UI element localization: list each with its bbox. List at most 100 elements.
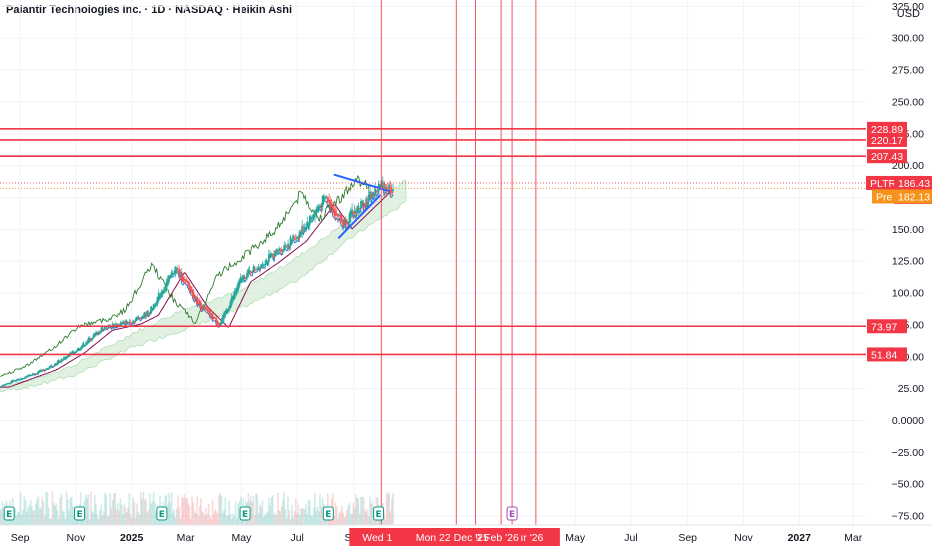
candle: [119, 322, 122, 325]
candle: [197, 300, 200, 302]
date-badge-label: Mon 22 Dec '25: [416, 532, 489, 544]
volume-bar: [282, 499, 284, 525]
candle: [183, 279, 186, 281]
volume-bar: [324, 516, 326, 525]
level-price-badge: [867, 149, 907, 164]
volume-bar: [169, 502, 172, 525]
volume-bar: [220, 495, 223, 525]
volume-bar: [287, 496, 289, 525]
volume-bar: [178, 507, 181, 525]
candle: [179, 272, 182, 273]
volume-bar: [298, 515, 301, 525]
candle: [202, 306, 205, 308]
volume-bar: [52, 503, 55, 525]
date-badge-label: 9 Feb '26: [475, 532, 519, 544]
candle: [211, 313, 214, 320]
candle: [270, 253, 273, 256]
volume-bar: [124, 507, 127, 525]
candle: [175, 268, 178, 270]
candle: [114, 324, 117, 327]
candle: [256, 268, 259, 270]
volume-bar: [253, 515, 256, 525]
volume-bar: [207, 503, 210, 525]
volume-bar: [279, 510, 282, 525]
volume-bar: [277, 492, 279, 525]
volume-bar: [306, 514, 309, 525]
candle: [78, 348, 81, 350]
candle: [329, 200, 332, 209]
candle: [324, 196, 327, 199]
candle: [77, 347, 79, 352]
candle: [146, 310, 149, 316]
candle: [97, 332, 100, 334]
candle: [19, 378, 22, 380]
candle: [11, 380, 14, 382]
price-tick-label: 100.00: [892, 288, 924, 300]
volume-bar: [373, 516, 375, 525]
volume-bar: [32, 511, 35, 525]
volume-bar: [309, 500, 311, 525]
volume-bar: [14, 508, 17, 525]
level-price-label: 220.17: [871, 135, 903, 147]
candle: [326, 197, 329, 203]
volume-bar: [46, 492, 49, 525]
volume-bar: [22, 509, 24, 525]
ichimoku-cloud: [0, 179, 407, 393]
volume-bar: [109, 493, 111, 525]
volume-bar: [191, 496, 193, 525]
volume-bar: [228, 500, 230, 525]
volume-bar: [360, 496, 362, 525]
trendlines: [333, 173, 390, 239]
volume-bar: [122, 513, 124, 525]
candle: [257, 265, 260, 270]
candle: [347, 222, 350, 224]
price-tick-label: 250.00: [892, 96, 924, 108]
candle: [388, 184, 391, 189]
candle: [323, 195, 325, 202]
candle: [86, 341, 88, 345]
price-tick-label: 325.00: [892, 1, 924, 13]
candle: [120, 322, 123, 324]
volume-bar: [138, 515, 141, 525]
candle: [18, 379, 21, 381]
candle: [218, 322, 220, 326]
volume-bar: [15, 514, 18, 525]
volume-bar: [283, 492, 286, 525]
candle: [177, 269, 179, 270]
candle: [17, 378, 19, 381]
candle: [133, 321, 136, 323]
candle: [100, 329, 103, 333]
volume-bar: [118, 510, 120, 525]
price-axis: 325.00300.00275.00250.00225.00200.00175.…: [866, 1, 932, 523]
candle: [104, 326, 106, 330]
volume-bar: [251, 501, 254, 525]
candle: [156, 296, 159, 305]
volume-bar: [58, 518, 60, 525]
candle: [348, 213, 351, 223]
volume-bar: [344, 516, 347, 525]
volume-bar: [93, 495, 96, 525]
candle: [352, 211, 355, 214]
volume-bar: [1, 501, 4, 525]
candle: [311, 217, 314, 219]
volume-bar: [188, 505, 191, 525]
candle: [83, 344, 86, 346]
candle: [24, 376, 27, 379]
level-price-label: 51.84: [871, 349, 897, 361]
volume-bar: [314, 492, 316, 525]
candle: [68, 354, 71, 357]
candle: [353, 210, 356, 213]
candle: [367, 194, 370, 203]
volume-bar: [353, 507, 356, 525]
earnings-marker: [322, 506, 334, 521]
volume-bar: [198, 506, 201, 525]
candle: [290, 240, 293, 242]
volume-bar: [141, 498, 143, 525]
time-tick-label: Jul: [290, 532, 303, 544]
volume-bar: [270, 497, 273, 525]
price-tick-label: 25.00: [898, 383, 924, 395]
volume-bar: [113, 492, 115, 525]
time-tick-label: Mar: [844, 532, 863, 544]
candle: [298, 231, 301, 238]
